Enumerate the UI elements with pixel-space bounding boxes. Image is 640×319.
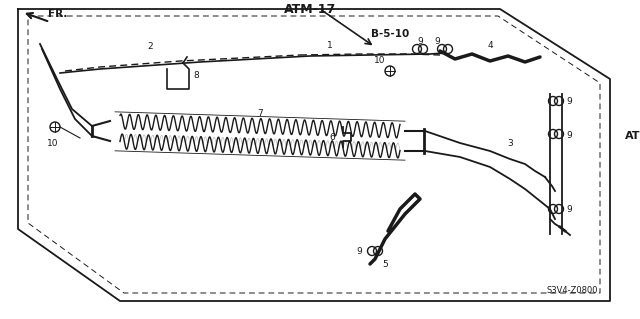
Text: 6: 6 (329, 132, 335, 142)
Text: 10: 10 (47, 139, 59, 148)
Text: 9: 9 (356, 247, 362, 256)
Text: 10: 10 (374, 56, 386, 65)
Text: 9: 9 (566, 204, 572, 213)
Text: FR.: FR. (48, 9, 67, 19)
Text: 5: 5 (382, 260, 388, 269)
Text: 7: 7 (257, 109, 263, 118)
Text: 8: 8 (193, 71, 199, 80)
Text: S3V4-Z0800: S3V4-Z0800 (547, 286, 598, 295)
Text: 9: 9 (434, 37, 440, 46)
Text: 9: 9 (417, 37, 423, 46)
Text: 9: 9 (566, 98, 572, 107)
Text: ATM-17: ATM-17 (284, 3, 336, 16)
Text: 9: 9 (566, 131, 572, 140)
Text: 4: 4 (487, 41, 493, 50)
Text: 3: 3 (507, 139, 513, 149)
Text: 1: 1 (327, 41, 333, 50)
Text: B-5-10: B-5-10 (371, 29, 409, 39)
Text: 2: 2 (147, 42, 153, 51)
Text: ATM-7: ATM-7 (625, 131, 640, 141)
